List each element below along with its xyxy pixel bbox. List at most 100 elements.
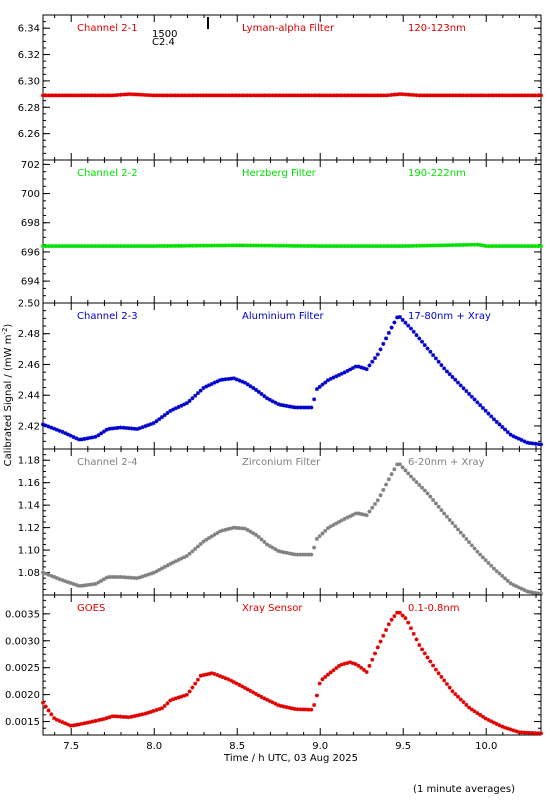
data-point [201, 539, 206, 544]
data-point [436, 504, 441, 509]
data-point [536, 244, 541, 249]
data-point [112, 426, 117, 431]
data-point [242, 243, 247, 248]
panel-3: 2.42 2.44 2.46 2.48 2.50 Channel 2-3 Aluminium… [18, 299, 543, 450]
data-point [190, 396, 195, 401]
data-point [497, 244, 502, 249]
data-point [516, 93, 521, 98]
data-point [425, 491, 430, 496]
data-point [433, 667, 438, 672]
data-point [323, 380, 328, 385]
data-point [353, 511, 358, 516]
data-point [442, 243, 447, 248]
data-point [46, 424, 51, 429]
data-point [157, 244, 162, 249]
data-point [71, 581, 76, 586]
data-point [165, 701, 170, 706]
data-point [112, 244, 117, 249]
data-point [533, 93, 538, 98]
data-point [171, 560, 176, 565]
data-point [198, 93, 203, 98]
data-point [464, 702, 469, 707]
data-point [256, 93, 261, 98]
data-point [334, 521, 339, 526]
data-point [179, 243, 184, 248]
panel-frame [42, 14, 542, 161]
data-point [151, 93, 156, 98]
data-point [500, 244, 505, 249]
data-point [306, 93, 311, 98]
data-point [129, 575, 134, 580]
data-point [93, 581, 98, 586]
data-point [154, 244, 159, 249]
data-point [373, 244, 377, 249]
data-point [93, 434, 98, 439]
data-point [331, 93, 336, 98]
data-point [93, 718, 98, 723]
data-point [121, 714, 126, 719]
data-point [453, 377, 458, 382]
data-point [54, 717, 59, 722]
data-point [276, 243, 281, 248]
x-tick-label: 10.0 [475, 741, 497, 752]
data-point [265, 243, 270, 248]
data-point [212, 93, 217, 98]
data-point [422, 243, 427, 248]
data-point [447, 372, 452, 377]
data-point [218, 529, 223, 534]
data-point [467, 540, 472, 545]
panel-1: 6.26 6.28 6.30 6.32 6.34 Channel 2-1 Lyman-alp… [18, 14, 543, 161]
data-point [287, 705, 292, 710]
data-point [198, 673, 203, 678]
data-point [303, 552, 308, 557]
data-point [68, 93, 73, 98]
data-point [242, 685, 247, 690]
data-point [207, 383, 211, 388]
data-point [364, 367, 369, 372]
data-point [414, 333, 419, 338]
data-point [265, 697, 270, 702]
data-point [314, 244, 319, 249]
data-point [312, 703, 317, 708]
data-point [245, 93, 250, 98]
data-point [511, 244, 516, 249]
data-point [278, 243, 283, 248]
data-point [278, 703, 283, 708]
data-point [298, 707, 303, 712]
data-point [467, 93, 472, 98]
data-point [63, 431, 68, 436]
data-point [168, 561, 173, 566]
data-point [157, 707, 162, 712]
data-point [112, 93, 117, 98]
data-point [273, 701, 278, 706]
data-point [539, 731, 543, 736]
data-point [400, 92, 405, 97]
data-point [522, 93, 527, 98]
data-point [140, 425, 145, 430]
data-point [284, 243, 289, 248]
data-point [118, 244, 123, 249]
data-point [494, 721, 499, 726]
data-point [530, 441, 535, 446]
data-point [135, 426, 140, 431]
data-point [179, 694, 184, 699]
data-point [96, 93, 101, 98]
data-point [417, 243, 422, 248]
data-point [339, 518, 344, 523]
data-point [328, 93, 333, 98]
data-point [314, 93, 319, 98]
data-point [234, 377, 239, 382]
data-point [173, 559, 178, 564]
x-tick-label: 8.0 [146, 741, 162, 752]
data-point [469, 394, 474, 399]
data-point [215, 379, 220, 384]
data-point [422, 343, 427, 348]
data-point [262, 394, 267, 399]
data-point [162, 243, 167, 248]
data-point [417, 336, 422, 341]
data-point [475, 400, 480, 405]
data-point [342, 661, 347, 666]
data-point [101, 93, 106, 98]
data-point [381, 341, 386, 346]
data-point [159, 93, 164, 98]
